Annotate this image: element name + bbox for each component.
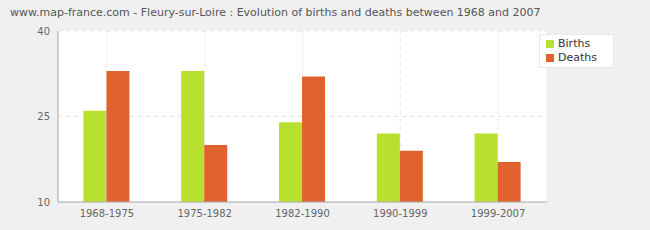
svg-text:25: 25 bbox=[37, 111, 50, 122]
svg-text:1999-2007: 1999-2007 bbox=[471, 208, 526, 219]
svg-text:1990-1999: 1990-1999 bbox=[373, 208, 428, 219]
svg-text:1975-1982: 1975-1982 bbox=[177, 208, 232, 219]
svg-text:10: 10 bbox=[37, 197, 50, 208]
html-text:www.map-france.com - Fleury-su: www.map-france.com - Fleury-sur-Loire : … bbox=[10, 6, 541, 19]
svg-text:1968-1975: 1968-1975 bbox=[80, 208, 135, 219]
html-text:Births: Births bbox=[558, 37, 591, 50]
html-text:Deaths: Deaths bbox=[558, 51, 597, 64]
svg-text:40: 40 bbox=[37, 26, 50, 37]
svg-text:1982-1990: 1982-1990 bbox=[275, 208, 330, 219]
